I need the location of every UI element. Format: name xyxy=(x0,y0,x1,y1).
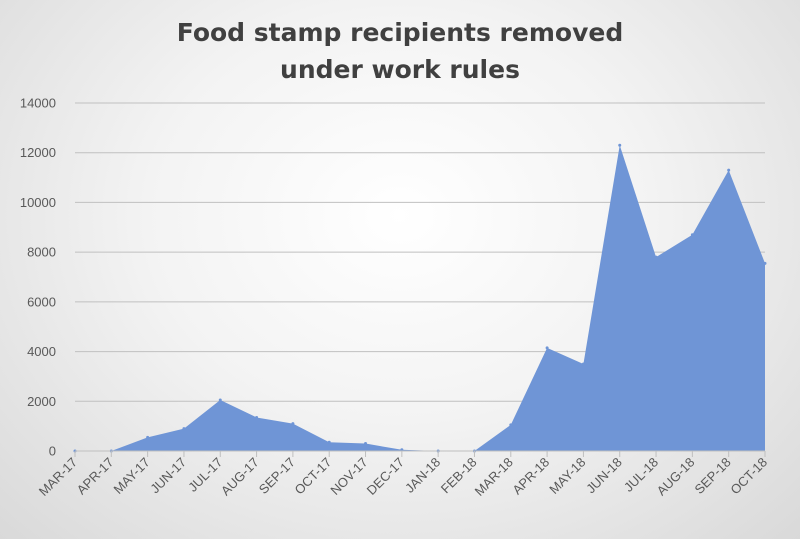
data-point xyxy=(654,255,658,259)
data-point xyxy=(618,143,622,147)
y-tick-label: 2000 xyxy=(27,394,56,409)
y-tick-label: 10000 xyxy=(20,195,56,210)
data-point xyxy=(255,415,259,419)
data-point xyxy=(545,346,549,350)
x-tick-label: JAN-18 xyxy=(402,455,443,496)
y-tick-label: 14000 xyxy=(20,96,56,111)
data-point xyxy=(364,442,368,446)
x-tick-label: SEP-18 xyxy=(692,455,734,497)
chart-title-line-2: under work rules xyxy=(280,55,520,84)
data-point xyxy=(727,168,731,172)
data-point xyxy=(763,261,767,265)
data-point xyxy=(581,362,585,366)
x-tick-label: MAY-18 xyxy=(546,455,588,497)
x-tick-label: NOV-17 xyxy=(327,455,370,498)
x-tick-label: JUN-17 xyxy=(147,455,189,497)
x-tick-label: MAY-17 xyxy=(110,455,152,497)
data-point xyxy=(291,422,295,426)
area-series xyxy=(75,145,765,451)
x-tick-label: OCT-17 xyxy=(292,455,335,498)
y-tick-label: 12000 xyxy=(20,145,56,160)
x-tick-label: OCT-18 xyxy=(727,455,770,498)
chart-title-line-1: Food stamp recipients removed xyxy=(176,18,624,47)
y-tick-label: 8000 xyxy=(27,245,56,260)
chart-title: Food stamp recipients removed under work… xyxy=(0,14,800,88)
data-point xyxy=(218,398,222,402)
data-point xyxy=(182,427,186,431)
y-tick-label: 4000 xyxy=(27,344,56,359)
data-point xyxy=(146,435,150,439)
x-tick-label: AUG-17 xyxy=(218,455,262,499)
x-tick-label: MAR-17 xyxy=(36,455,80,499)
x-tick-label: AUG-18 xyxy=(654,455,698,499)
x-tick-label: DEC-17 xyxy=(364,455,407,498)
x-tick-label: SEP-17 xyxy=(256,455,298,497)
data-point xyxy=(327,440,331,444)
x-tick-label: JUN-18 xyxy=(583,455,625,497)
y-tick-label: 6000 xyxy=(27,294,56,309)
x-tick-label: MAR-18 xyxy=(472,455,516,499)
y-tick-label: 0 xyxy=(49,444,56,459)
data-point xyxy=(509,423,513,427)
x-tick-label: APR-17 xyxy=(74,455,117,498)
data-point xyxy=(690,233,694,237)
x-tick-label: APR-18 xyxy=(509,455,552,498)
